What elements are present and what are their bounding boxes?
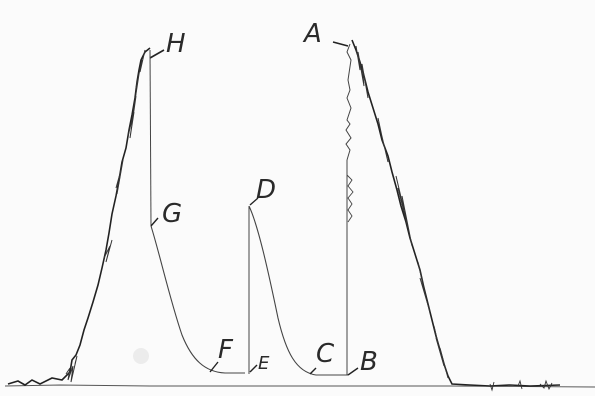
left-rising-noise [65, 49, 146, 383]
left-rising-trace [7, 47, 151, 386]
h-marker-tick [149, 49, 165, 59]
label-b: B [360, 347, 379, 377]
right-falling-noise [355, 45, 449, 379]
right-falling-trace [351, 39, 561, 387]
label-f: F [218, 335, 234, 365]
d-marker-tick [249, 197, 259, 206]
right-baseline-noise [489, 379, 553, 392]
left-vertical-drop [149, 49, 152, 227]
g-marker-tick [150, 217, 159, 227]
label-h: H [166, 29, 187, 59]
c-marker-tick [309, 367, 317, 375]
baseline [4, 384, 595, 388]
f-marker-tick [209, 361, 219, 373]
smudge-mark [133, 348, 149, 364]
label-g: G [162, 199, 183, 229]
label-a: A [302, 19, 323, 49]
right-upper-squiggle [346, 174, 354, 223]
label-c: C [316, 339, 335, 369]
label-d: D [256, 175, 277, 205]
label-e: E [258, 353, 270, 374]
b-marker-tick [347, 367, 359, 376]
d-to-c-decay [248, 205, 348, 376]
right-vertical-squiggle [345, 43, 352, 161]
e-marker-tick [249, 364, 258, 373]
a-marker-tick [332, 41, 349, 47]
